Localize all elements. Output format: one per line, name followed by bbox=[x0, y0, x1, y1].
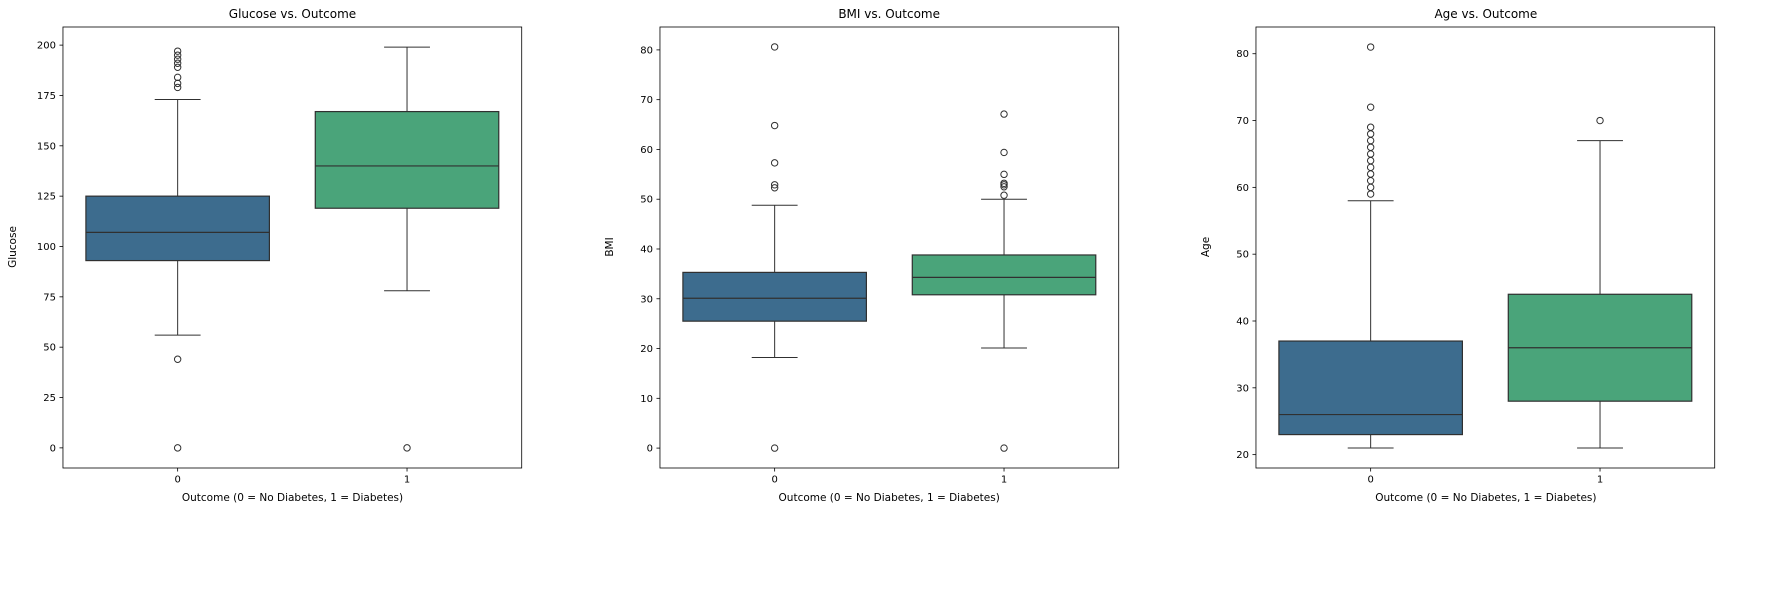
iqr-box bbox=[314, 110, 500, 209]
panel-age: 20 30 40 50 60 70 80 0 1 Age vs. Outcome Age Out… bbox=[1193, 0, 1790, 590]
iqr-box bbox=[85, 195, 271, 262]
outlier-point bbox=[173, 51, 182, 59]
axes-frame bbox=[62, 26, 523, 469]
outlier-point bbox=[1367, 103, 1375, 111]
y-tick-label: 75 bbox=[43, 292, 56, 303]
box-outcome-1 bbox=[911, 110, 1097, 452]
outlier-point bbox=[770, 184, 779, 192]
outlier-point bbox=[770, 444, 779, 452]
outlier-point bbox=[1367, 163, 1375, 172]
x-tick-label: 0 bbox=[771, 474, 777, 485]
y-tick-label: 70 bbox=[640, 95, 653, 106]
glucose-boxplot: 0 25 50 75 100 125 150 175 200 0 1 bbox=[37, 26, 523, 486]
y-tick-label: 150 bbox=[37, 141, 56, 152]
panel-glucose: 0 25 50 75 100 125 150 175 200 0 1 Glucose vs. Out… bbox=[0, 0, 597, 590]
outlier-point bbox=[1000, 148, 1008, 157]
y-tick-label: 0 bbox=[646, 444, 652, 455]
x-axis-label-glucose: Outcome (0 = No Diabetes, 1 = Diabetes) bbox=[181, 492, 404, 504]
panel-bmi: 0 10 20 30 40 50 60 70 80 0 1 BMI vs. Outcome BMI … bbox=[597, 0, 1194, 590]
outlier-point bbox=[1367, 123, 1375, 131]
outlier-point bbox=[1596, 116, 1605, 125]
x-tick-label: 0 bbox=[174, 474, 180, 485]
axes-frame bbox=[659, 26, 1119, 469]
outlier-point bbox=[173, 79, 182, 88]
outlier-point bbox=[1367, 43, 1375, 51]
y-tick-label: 50 bbox=[1237, 250, 1250, 261]
outlier-point bbox=[1367, 150, 1375, 158]
x-tick-label: 1 bbox=[1001, 474, 1007, 485]
y-tick-label: 80 bbox=[1237, 49, 1250, 60]
outlier-point bbox=[1367, 176, 1375, 185]
outlier-point bbox=[770, 43, 779, 51]
outlier-point bbox=[1367, 130, 1375, 138]
outlier-point bbox=[173, 59, 182, 67]
x-axis-label-bmi: Outcome (0 = No Diabetes, 1 = Diabetes) bbox=[778, 492, 1000, 504]
y-tick-label: 20 bbox=[1237, 450, 1250, 461]
y-axis-label-glucose: Glucose bbox=[7, 226, 19, 268]
outlier-point bbox=[1000, 191, 1008, 199]
box-outcome-1 bbox=[1508, 116, 1693, 449]
y-tick-label: 40 bbox=[640, 244, 653, 255]
box-outcome-1 bbox=[314, 46, 500, 452]
chart-title-age: Age vs. Outcome bbox=[1434, 7, 1538, 21]
outlier-point bbox=[173, 63, 182, 71]
outlier-point bbox=[173, 73, 182, 82]
outlier-point bbox=[770, 121, 779, 130]
y-tick-label: 0 bbox=[50, 443, 56, 454]
bmi-boxplot: 0 10 20 30 40 50 60 70 80 0 1 bbox=[640, 26, 1119, 486]
y-axis-label-bmi: BMI bbox=[603, 237, 616, 257]
outlier-point bbox=[1367, 190, 1375, 198]
y-tick-label: 10 bbox=[640, 394, 653, 405]
y-tick-label: 70 bbox=[1237, 116, 1250, 127]
axes-frame bbox=[1255, 26, 1716, 469]
outlier-point bbox=[770, 159, 779, 167]
outlier-point bbox=[1367, 156, 1375, 165]
box-outcome-0 bbox=[1278, 43, 1464, 449]
outlier-point bbox=[1000, 170, 1008, 179]
iqr-box bbox=[681, 271, 867, 322]
y-tick-label: 30 bbox=[640, 294, 653, 305]
y-tick-label: 125 bbox=[37, 192, 56, 203]
outlier-point bbox=[1000, 183, 1008, 191]
outlier-point bbox=[770, 181, 779, 189]
outlier-point bbox=[173, 444, 182, 452]
age-boxplot: 20 30 40 50 60 70 80 0 1 bbox=[1237, 26, 1716, 486]
x-tick-label: 1 bbox=[404, 474, 410, 485]
outlier-point bbox=[1367, 183, 1375, 192]
chart-title-bmi: BMI vs. Outcome bbox=[838, 7, 941, 21]
outlier-point bbox=[173, 83, 182, 92]
x-axis-label-age: Outcome (0 = No Diabetes, 1 = Diabetes) bbox=[1375, 492, 1597, 504]
x-tick-label: 0 bbox=[1368, 474, 1374, 485]
box-outcome-0 bbox=[85, 47, 271, 452]
iqr-box bbox=[911, 254, 1097, 296]
outlier-point bbox=[173, 47, 182, 55]
y-tick-label: 30 bbox=[1237, 383, 1250, 394]
outlier-point bbox=[1367, 170, 1375, 178]
outlier-point bbox=[1000, 110, 1008, 118]
y-tick-label: 20 bbox=[640, 344, 653, 355]
outlier-point bbox=[1367, 143, 1375, 151]
y-tick-label: 60 bbox=[1237, 183, 1250, 194]
iqr-box bbox=[1278, 340, 1464, 436]
y-tick-label: 40 bbox=[1237, 316, 1250, 327]
outlier-point bbox=[1000, 444, 1008, 452]
outlier-point bbox=[1367, 136, 1375, 145]
outlier-point bbox=[1000, 179, 1008, 187]
y-tick-label: 80 bbox=[640, 45, 653, 56]
y-tick-label: 175 bbox=[37, 91, 56, 102]
y-tick-label: 200 bbox=[37, 41, 56, 52]
x-tick-label: 1 bbox=[1597, 474, 1603, 485]
y-tick-label: 100 bbox=[37, 242, 56, 253]
outlier-point bbox=[173, 55, 182, 63]
y-tick-label: 50 bbox=[640, 195, 653, 206]
y-axis-label-age: Age bbox=[1200, 236, 1213, 258]
box-outcome-0 bbox=[681, 43, 867, 452]
y-tick-label: 60 bbox=[640, 145, 653, 156]
y-tick-label: 50 bbox=[43, 343, 56, 354]
outlier-point bbox=[173, 355, 182, 363]
outlier-point bbox=[403, 444, 411, 452]
y-tick-label: 25 bbox=[43, 393, 56, 404]
chart-title-glucose: Glucose vs. Outcome bbox=[228, 7, 357, 21]
